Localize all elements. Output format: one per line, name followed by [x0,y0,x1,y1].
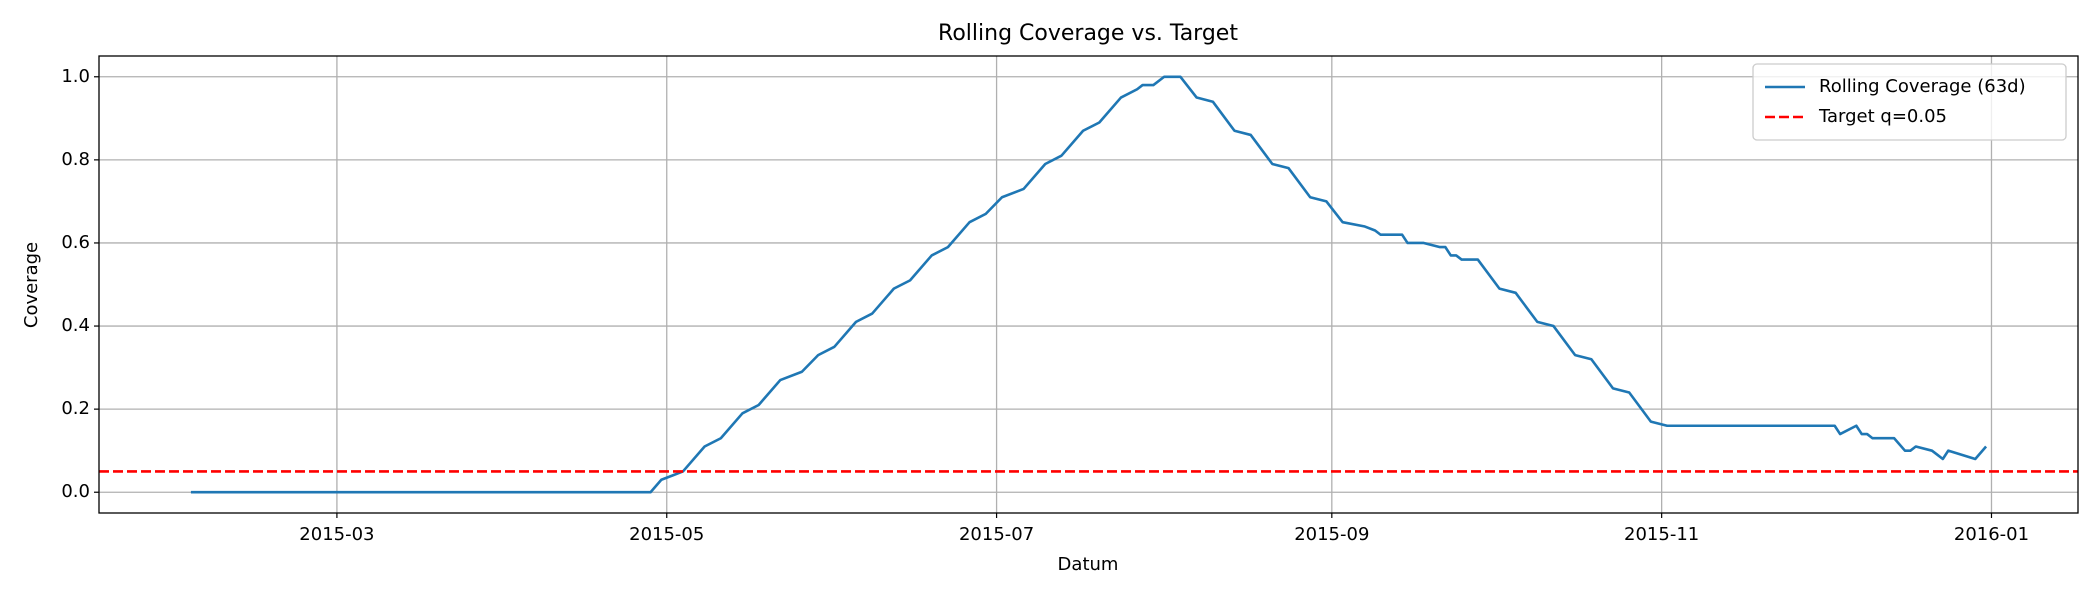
chart-title: Rolling Coverage vs. Target [938,21,1238,46]
y-tick-label: 0.4 [61,315,90,336]
legend-box [1752,63,2067,141]
y-tick-label: 0.8 [61,149,90,170]
y-axis-label: Coverage [21,242,42,328]
legend-label: Rolling Coverage (63d) [1819,76,2026,97]
x-axis-label: Datum [1058,554,1119,575]
y-tick-label: 0.6 [61,232,90,253]
plot-frame [98,55,2079,514]
x-tick-label: 2015-07 [959,524,1034,545]
x-tick-label: 2016-01 [1954,524,2029,545]
y-tick-label: 0.0 [61,481,90,502]
x-tick-label: 2015-05 [629,524,704,545]
data-line [190,75,1988,494]
legend-label: Target q=0.05 [1818,106,1947,127]
x-tick-label: 2015-11 [1624,524,1699,545]
y-tick-label: 0.2 [61,398,90,419]
x-tick-label: 2015-09 [1294,524,1369,545]
x-tick-label: 2015-03 [299,524,374,545]
y-tick-label: 1.0 [61,66,90,87]
